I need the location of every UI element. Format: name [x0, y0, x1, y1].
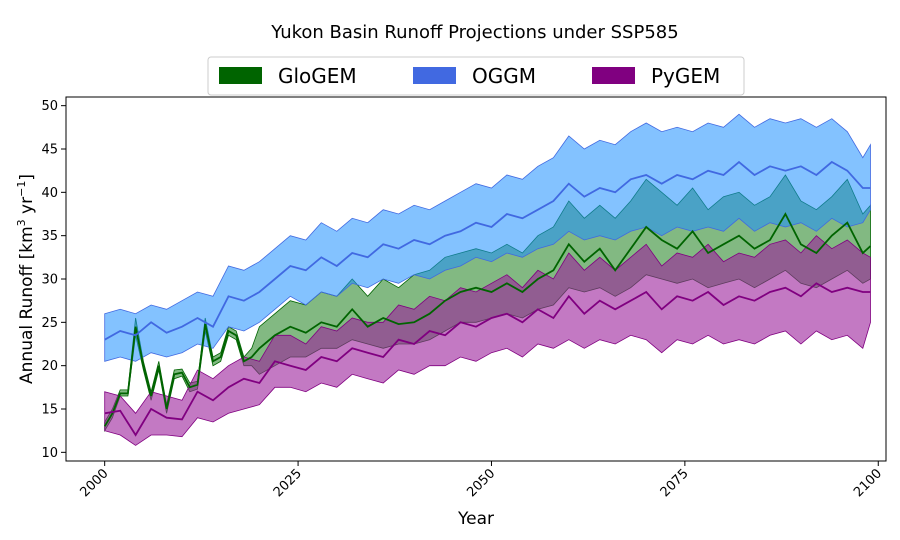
- y-tick-label-45: 45: [41, 143, 58, 158]
- legend-swatch-oggm: [413, 67, 456, 84]
- legend-swatch-glogem: [219, 67, 262, 84]
- x-axis-title: Year: [457, 509, 494, 529]
- x-axis: 2000 2025 2050 2075 2100: [78, 461, 885, 500]
- oggm-median-line: [104, 160, 871, 341]
- y-axis: 10 15 20 25 30 35 40 45 50: [41, 99, 66, 461]
- legend-label-oggm: OGGM: [472, 64, 536, 88]
- x-tick-label-2000: 2000: [78, 466, 112, 500]
- y-tick-label-20: 20: [41, 359, 58, 374]
- y-tick-label-50: 50: [41, 99, 58, 114]
- x-tick-label-2025: 2025: [271, 466, 305, 500]
- legend-label-pygem: PyGEM: [651, 64, 720, 88]
- plot-area: [103, 113, 872, 446]
- legend-swatch-pygem: [592, 67, 635, 84]
- x-tick-label-2100: 2100: [851, 466, 885, 500]
- pygem-median-line: [104, 282, 871, 437]
- glogem-median-line: [103, 212, 872, 427]
- x-tick-label-2050: 2050: [464, 466, 498, 500]
- legend: GloGEM OGGM PyGEM: [207, 56, 745, 96]
- chart-title: Yukon Basin Runoff Projections under SSP…: [270, 22, 678, 43]
- y-tick-label-15: 15: [41, 403, 58, 418]
- y-axis-title: Annual Runoff [km3 yr−1]: [15, 174, 37, 384]
- y-tick-label-30: 30: [41, 273, 58, 288]
- y-tick-label-25: 25: [41, 316, 58, 331]
- y-tick-label-10: 10: [41, 446, 58, 461]
- y-tick-label-35: 35: [41, 229, 58, 244]
- pygem-range-band: [104, 235, 871, 446]
- legend-label-glogem: GloGEM: [278, 64, 357, 88]
- x-tick-label-2075: 2075: [658, 466, 692, 500]
- y-tick-label-40: 40: [41, 186, 58, 201]
